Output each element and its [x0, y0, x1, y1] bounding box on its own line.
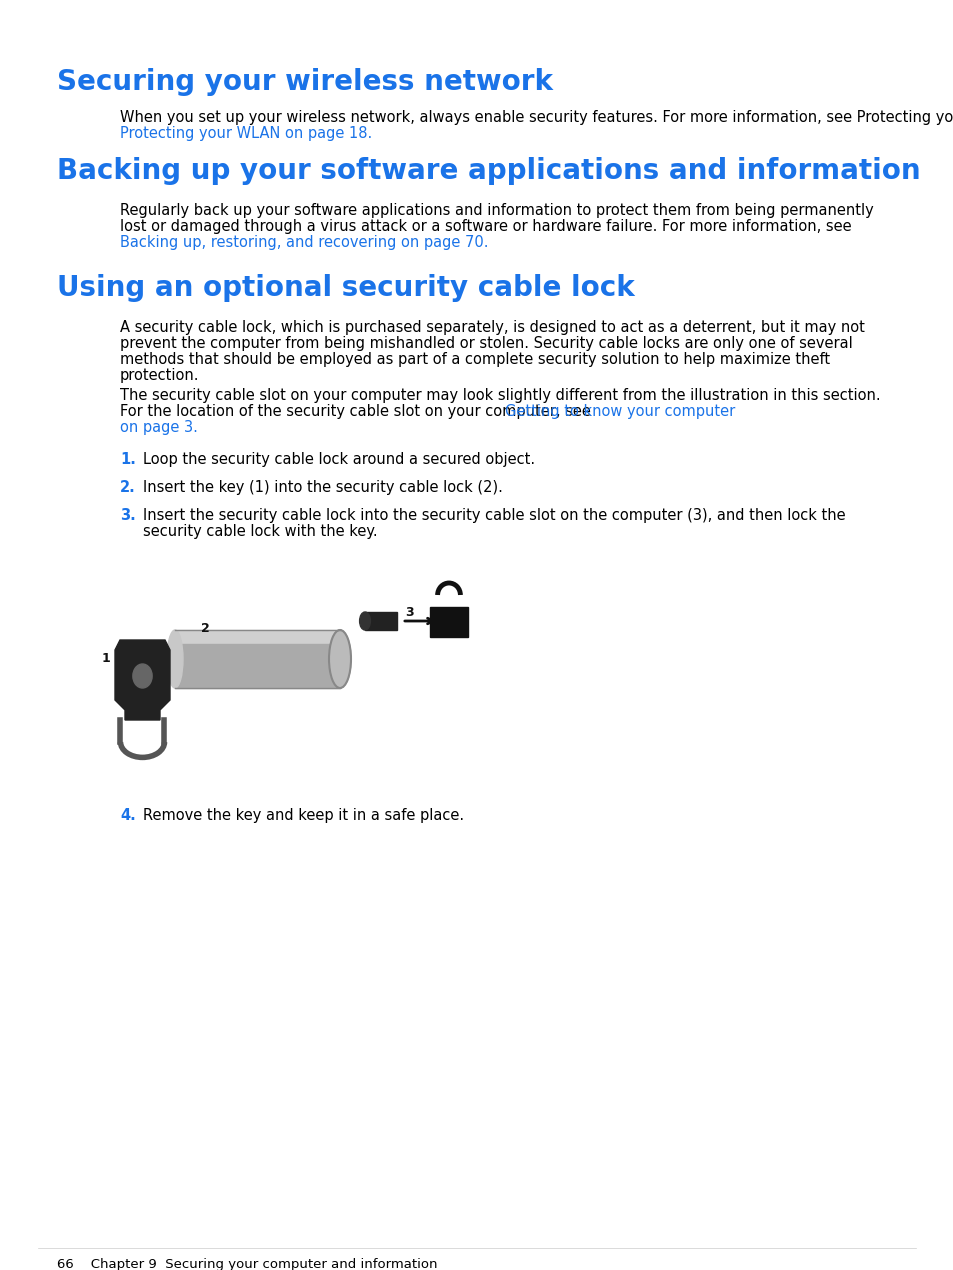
Ellipse shape	[167, 630, 183, 688]
Text: Getting to know your computer: Getting to know your computer	[504, 404, 735, 419]
Text: 4.: 4.	[120, 808, 135, 823]
Text: 3: 3	[405, 606, 414, 618]
Text: security cable lock with the key.: security cable lock with the key.	[143, 525, 377, 538]
Polygon shape	[174, 630, 339, 644]
Polygon shape	[115, 640, 170, 720]
Text: protection.: protection.	[120, 368, 199, 384]
Text: Loop the security cable lock around a secured object.: Loop the security cable lock around a se…	[143, 452, 535, 467]
Text: Backing up your software applications and information: Backing up your software applications an…	[57, 157, 920, 185]
Ellipse shape	[329, 630, 351, 688]
Text: lost or damaged through a virus attack or a software or hardware failure. For mo: lost or damaged through a virus attack o…	[120, 218, 851, 234]
Text: prevent the computer from being mishandled or stolen. Security cable locks are o: prevent the computer from being mishandl…	[120, 337, 852, 351]
Bar	[430, 607, 468, 638]
Text: 1: 1	[101, 652, 110, 664]
Ellipse shape	[359, 612, 370, 630]
Text: The security cable slot on your computer may look slightly different from the il: The security cable slot on your computer…	[120, 389, 880, 403]
Polygon shape	[174, 644, 339, 688]
Text: Protecting your WLAN on page 18.: Protecting your WLAN on page 18.	[120, 126, 372, 141]
Text: For the location of the security cable slot on your computer, see: For the location of the security cable s…	[120, 404, 595, 419]
Text: When you set up your wireless network, always enable security features. For more: When you set up your wireless network, a…	[120, 110, 953, 124]
Text: Using an optional security cable lock: Using an optional security cable lock	[57, 274, 634, 302]
Text: Remove the key and keep it in a safe place.: Remove the key and keep it in a safe pla…	[143, 808, 464, 823]
Text: Regularly back up your software applications and information to protect them fro: Regularly back up your software applicat…	[120, 203, 873, 218]
Text: 3.: 3.	[120, 508, 135, 523]
Text: For the location of the security cable slot on your computer, see Getting to kno: For the location of the security cable s…	[120, 404, 825, 419]
Text: on page 3.: on page 3.	[120, 420, 197, 436]
Text: A security cable lock, which is purchased separately, is designed to act as a de: A security cable lock, which is purchase…	[120, 320, 864, 335]
Text: Backing up, restoring, and recovering on page 70.: Backing up, restoring, and recovering on…	[120, 235, 488, 250]
Text: 2.: 2.	[120, 480, 135, 495]
Text: Insert the security cable lock into the security cable slot on the computer (3),: Insert the security cable lock into the …	[143, 508, 844, 523]
Text: Insert the key (1) into the security cable lock (2).: Insert the key (1) into the security cab…	[143, 480, 502, 495]
Text: methods that should be employed as part of a complete security solution to help : methods that should be employed as part …	[120, 352, 829, 367]
Bar	[365, 612, 396, 630]
Ellipse shape	[132, 664, 152, 688]
Text: 1.: 1.	[120, 452, 135, 467]
Text: 66    Chapter 9  Securing your computer and information: 66 Chapter 9 Securing your computer and …	[57, 1259, 437, 1270]
Text: Securing your wireless network: Securing your wireless network	[57, 69, 553, 97]
Text: 2: 2	[200, 622, 209, 635]
